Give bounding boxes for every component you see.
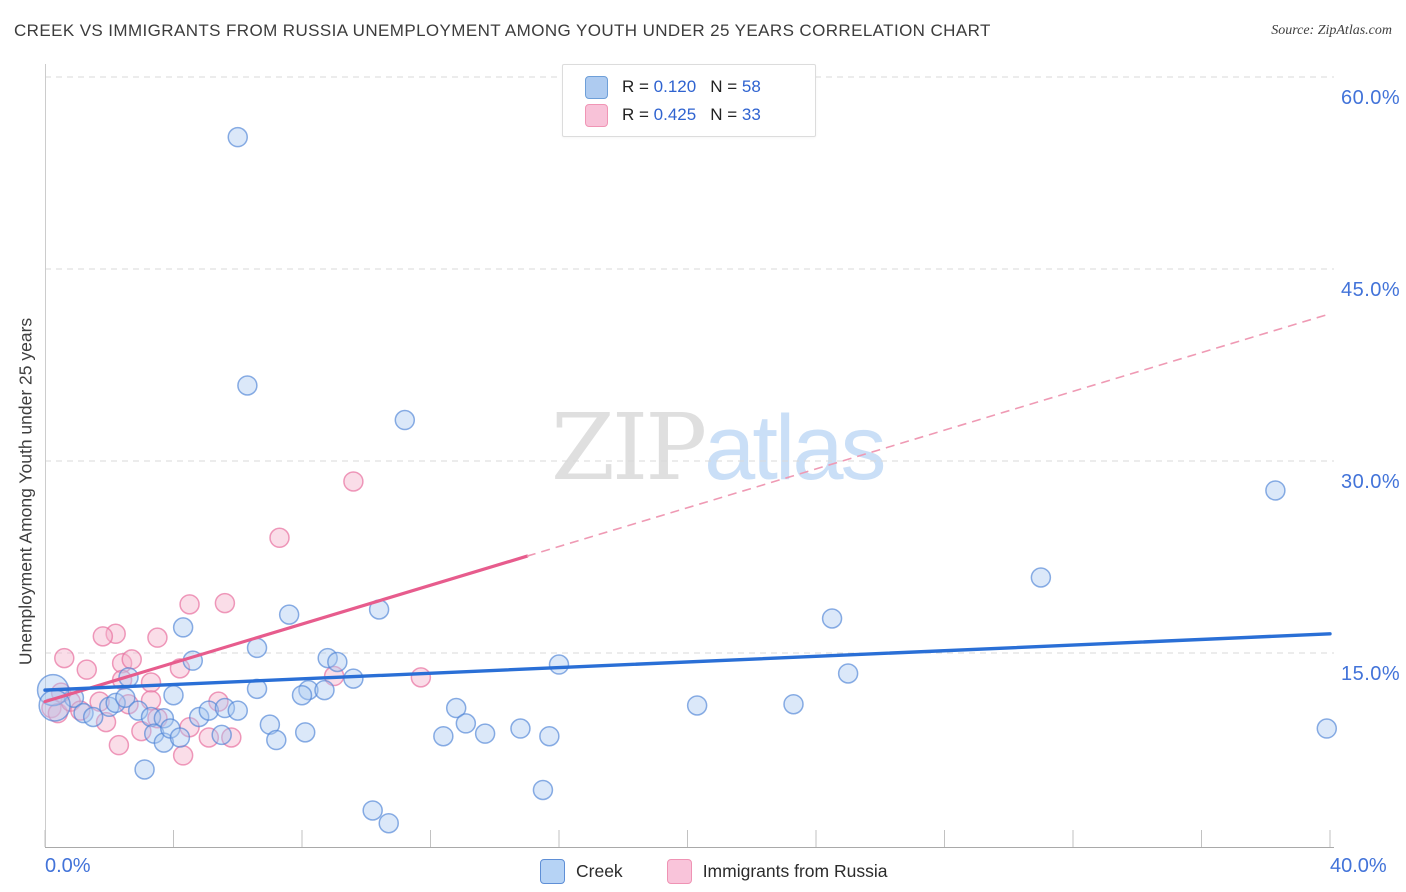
creek-legend-label: Creek: [576, 861, 623, 881]
series-legend: Creek Immigrants from Russia: [540, 859, 931, 884]
creek-legend-swatch-icon: [540, 859, 565, 884]
russia-legend-swatch-icon: [666, 859, 692, 884]
y-axis-title: Unemployment Among Youth under 25 years: [15, 317, 36, 666]
x-tick-label-min: 0.0%: [45, 855, 91, 877]
legend-item-creek: Creek: [540, 859, 623, 884]
creek-swatch-icon: [585, 75, 608, 99]
russia-swatch-icon: [585, 103, 608, 127]
legend-item-russia: Immigrants from Russia: [666, 859, 888, 884]
legend-row-creek: R = 0.120 N = 58: [585, 75, 761, 99]
russia-legend-label: Immigrants from Russia: [702, 861, 888, 881]
creek-stats: R = 0.120 N = 58: [622, 77, 761, 96]
correlation-legend-box: R = 0.120 N = 58 R = 0.425 N = 33: [562, 64, 816, 137]
y-tick-label-60: 60.0%: [1341, 87, 1401, 109]
legend-row-russia: R = 0.425 N = 33: [585, 103, 761, 127]
y-tick-label-30: 30.0%: [1341, 471, 1401, 493]
russia-stats: R = 0.425 N = 33: [622, 105, 761, 124]
source-credit: Source: ZipAtlas.com: [1271, 23, 1392, 38]
page-title: CREEK VS IMMIGRANTS FROM RUSSIA UNEMPLOY…: [14, 21, 991, 40]
y-tick-label-15: 15.0%: [1341, 663, 1401, 685]
x-tick-label-max: 40.0%: [1330, 855, 1387, 877]
y-tick-label-45: 45.0%: [1341, 279, 1401, 301]
